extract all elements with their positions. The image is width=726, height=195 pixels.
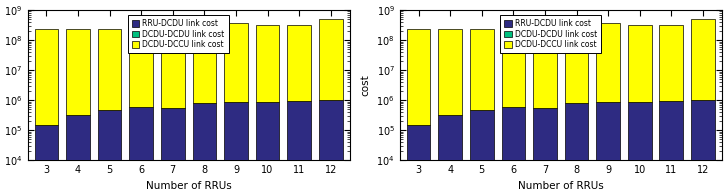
Bar [256, 102, 280, 195]
Bar [565, 23, 588, 103]
X-axis label: Number of RRUs: Number of RRUs [518, 181, 603, 191]
Bar [161, 108, 184, 195]
Y-axis label: cost: cost [361, 74, 371, 96]
Bar [192, 23, 216, 103]
Bar [533, 21, 557, 108]
Bar [565, 103, 588, 195]
Bar [35, 29, 58, 125]
Legend: RRU-DCDU link cost, DCDU-DCDU link cost, DCDU-DCCU link cost: RRU-DCDU link cost, DCDU-DCDU link cost,… [500, 15, 600, 53]
Bar [533, 108, 557, 195]
Bar [439, 115, 462, 195]
Bar [287, 101, 311, 195]
Bar [470, 29, 494, 110]
Bar [502, 29, 525, 107]
Bar [691, 19, 714, 100]
Bar [256, 25, 280, 102]
Bar [691, 100, 714, 195]
Bar [319, 100, 343, 195]
Bar [66, 115, 90, 195]
Bar [287, 25, 311, 101]
Bar [129, 107, 153, 195]
Bar [98, 29, 121, 110]
Bar [66, 29, 90, 115]
Bar [192, 103, 216, 195]
Bar [470, 110, 494, 195]
Bar [129, 29, 153, 107]
X-axis label: Number of RRUs: Number of RRUs [146, 181, 232, 191]
Bar [161, 21, 184, 108]
Bar [98, 110, 121, 195]
Bar [319, 19, 343, 100]
Bar [35, 125, 58, 195]
Bar [407, 125, 431, 195]
Bar [502, 107, 525, 195]
Bar [628, 25, 651, 102]
Bar [596, 102, 620, 195]
Bar [659, 101, 683, 195]
Bar [628, 102, 651, 195]
Bar [224, 102, 248, 195]
Legend: RRU-DCDU link cost, DCDU-DCDU link cost, DCDU-DCCU link cost: RRU-DCDU link cost, DCDU-DCDU link cost,… [128, 15, 229, 53]
Bar [439, 29, 462, 115]
Bar [224, 23, 248, 102]
Bar [659, 25, 683, 101]
Bar [596, 23, 620, 102]
Bar [407, 29, 431, 125]
